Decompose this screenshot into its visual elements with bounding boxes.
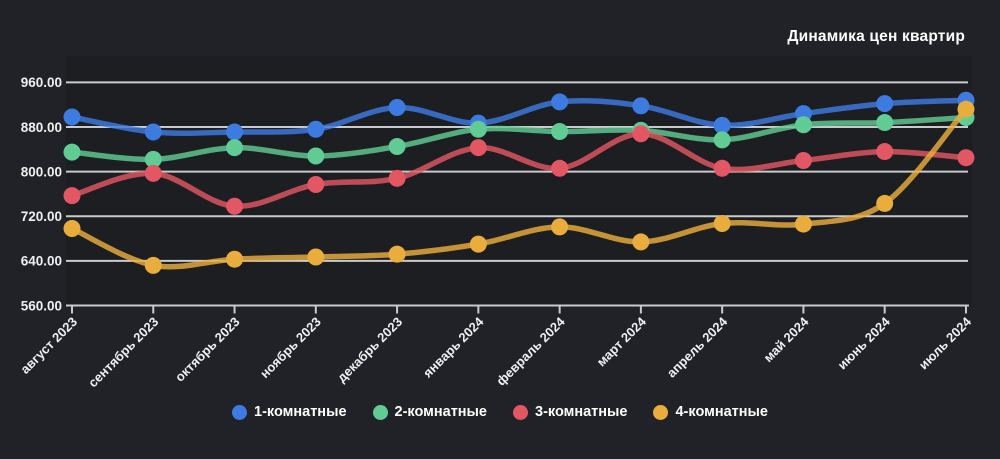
point-1-room-1[interactable] xyxy=(144,123,162,141)
legend-marker-4-room xyxy=(653,404,669,420)
point-3-room-1[interactable] xyxy=(144,164,162,182)
y-axis-label: 960.00 xyxy=(21,75,62,90)
y-axis-label: 720.00 xyxy=(21,209,62,224)
legend-marker-1-room xyxy=(232,404,248,420)
y-axis-label: 560.00 xyxy=(21,298,62,313)
legend-item-4-room[interactable]: 4-комнатные xyxy=(653,404,768,420)
legend-item-3-room[interactable]: 3-комнатные xyxy=(513,404,627,420)
point-4-room-7[interactable] xyxy=(632,233,650,251)
y-axis-label: 800.00 xyxy=(21,164,62,179)
point-4-room-3[interactable] xyxy=(307,248,325,266)
point-1-room-2[interactable] xyxy=(226,123,244,141)
x-axis-label: июнь 2024 xyxy=(834,313,893,372)
x-axis-label: февраль 2024 xyxy=(493,313,568,388)
point-1-room-6[interactable] xyxy=(551,93,569,111)
point-1-room-3[interactable] xyxy=(307,120,325,138)
point-2-room-3[interactable] xyxy=(307,147,325,165)
x-axis-label: май 2024 xyxy=(760,313,812,365)
plot-area xyxy=(66,56,972,306)
point-3-room-7[interactable] xyxy=(632,125,650,143)
legend-marker-2-room xyxy=(372,404,388,420)
legend-label-4-room: 4-комнатные xyxy=(675,404,768,420)
point-3-room-2[interactable] xyxy=(226,197,244,215)
legend-marker-3-room xyxy=(513,404,528,420)
x-axis-label: апрель 2024 xyxy=(664,313,731,380)
chart-legend: 1-комнатные 2-комнатные 3-комнатные 4-ко… xyxy=(0,404,1000,420)
point-4-room-4[interactable] xyxy=(388,245,406,263)
point-3-room-8[interactable] xyxy=(713,159,731,177)
point-2-room-4[interactable] xyxy=(388,138,406,156)
point-4-room-6[interactable] xyxy=(551,218,569,236)
y-axis-label: 880.00 xyxy=(21,120,62,135)
point-4-room-0[interactable] xyxy=(63,220,81,238)
x-axis-label: сентябрь 2023 xyxy=(85,314,161,390)
x-axis-label: март 2024 xyxy=(594,313,650,369)
point-3-room-3[interactable] xyxy=(307,175,325,193)
x-axis-label: декабрь 2023 xyxy=(334,314,405,385)
point-3-room-9[interactable] xyxy=(794,151,812,169)
x-axis-label: август 2023 xyxy=(17,314,80,377)
point-4-room-10[interactable] xyxy=(876,194,894,212)
point-4-room-5[interactable] xyxy=(469,235,487,253)
point-1-room-0[interactable] xyxy=(63,108,81,126)
point-4-room-9[interactable] xyxy=(794,215,812,233)
point-2-room-10[interactable] xyxy=(876,114,894,132)
point-2-room-6[interactable] xyxy=(551,122,569,140)
legend-label-3-room: 3-комнатные xyxy=(535,404,628,420)
point-3-room-5[interactable] xyxy=(469,139,487,157)
point-1-room-10[interactable] xyxy=(876,95,894,113)
point-2-room-5[interactable] xyxy=(469,120,487,138)
point-2-room-2[interactable] xyxy=(226,139,244,157)
legend-item-1-room[interactable]: 1-комнатные xyxy=(232,404,347,420)
point-4-room-8[interactable] xyxy=(713,215,731,233)
point-3-room-0[interactable] xyxy=(63,187,81,205)
point-3-room-4[interactable] xyxy=(388,169,406,187)
point-2-room-8[interactable] xyxy=(713,131,731,149)
point-3-room-6[interactable] xyxy=(551,159,569,177)
point-2-room-1[interactable] xyxy=(144,150,162,168)
point-1-room-8[interactable] xyxy=(713,116,731,134)
point-4-room-1[interactable] xyxy=(144,256,162,274)
x-axis-label: январь 2024 xyxy=(420,313,487,380)
point-3-room-11[interactable] xyxy=(957,149,975,167)
point-4-room-11[interactable] xyxy=(957,100,975,118)
point-3-room-10[interactable] xyxy=(876,143,894,161)
legend-label-2-room: 2-комнатные xyxy=(394,404,487,420)
legend-item-2-room[interactable]: 2-комнатные xyxy=(372,404,487,420)
y-axis-label: 640.00 xyxy=(21,254,62,269)
point-2-room-0[interactable] xyxy=(63,143,81,161)
x-axis-label: ноябрь 2023 xyxy=(257,314,324,381)
chart-title: Динамика цен квартир xyxy=(787,28,965,45)
x-axis-label: октябрь 2023 xyxy=(172,314,243,385)
point-4-room-2[interactable] xyxy=(226,250,244,268)
point-2-room-9[interactable] xyxy=(794,116,812,134)
point-1-room-4[interactable] xyxy=(388,98,406,116)
point-1-room-7[interactable] xyxy=(632,97,650,115)
legend-label-1-room: 1-комнатные xyxy=(254,404,347,420)
x-axis-label: июль 2024 xyxy=(916,313,975,372)
